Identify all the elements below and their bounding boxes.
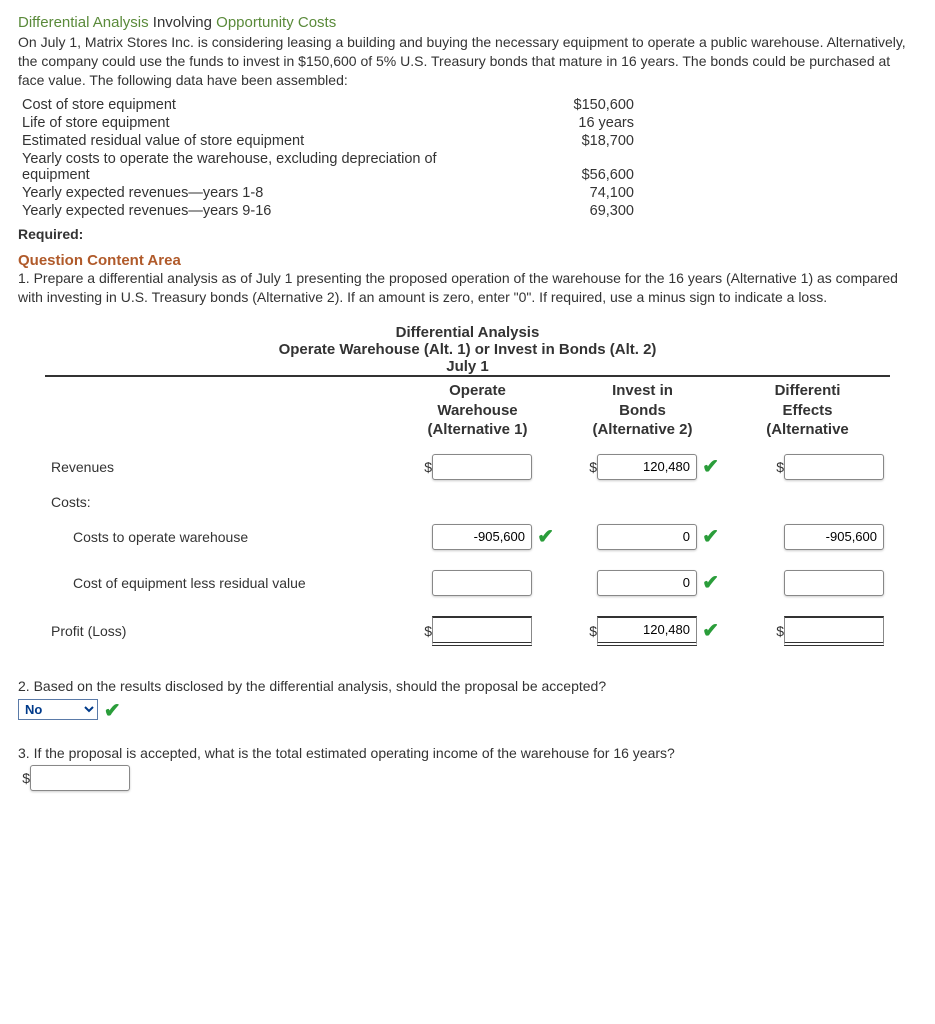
title-part2: Involving	[149, 14, 217, 31]
equipcost-diff-input[interactable]	[784, 570, 884, 596]
revenues-diff-input[interactable]	[784, 454, 884, 480]
data-label: Life of store equipment	[18, 114, 488, 132]
data-value: 74,100	[488, 184, 638, 202]
data-label: Yearly expected revenues—years 9-16	[18, 202, 488, 220]
check-icon: ✔	[699, 570, 719, 595]
col2-header-l3: (Alternative 2)	[592, 421, 692, 438]
data-value: $56,600	[488, 150, 638, 184]
data-value: $150,600	[488, 96, 638, 114]
question-2-text: 2. Based on the results disclosed by the…	[18, 678, 917, 694]
data-value: $18,700	[488, 132, 638, 150]
page-title: Differential Analysis Involving Opportun…	[18, 14, 917, 31]
col3-header-l2: Effects	[782, 402, 832, 419]
analysis-title-3: July 1	[18, 358, 917, 375]
col1-header-l1: Operate	[449, 382, 506, 399]
dollar-sign: $	[420, 623, 432, 639]
q3-answer-input[interactable]	[30, 765, 130, 791]
dollar-sign: $	[420, 459, 432, 475]
check-icon: ✔	[699, 524, 719, 549]
revenues-alt2-input[interactable]	[597, 454, 697, 480]
question-1-text: 1. Prepare a differential analysis as of…	[18, 269, 917, 307]
data-label: Yearly costs to operate the warehouse, e…	[18, 150, 488, 184]
col2-header-l1: Invest in	[612, 382, 673, 399]
question-3-text: 3. If the proposal is accepted, what is …	[18, 745, 917, 761]
dollar-sign: $	[772, 459, 784, 475]
check-icon: ✔	[534, 524, 554, 549]
q2-answer-select[interactable]: No	[18, 699, 98, 720]
check-icon: ✔	[104, 698, 124, 723]
opcosts-alt1-input[interactable]	[432, 524, 532, 550]
check-icon: ✔	[699, 454, 719, 479]
equipcost-alt2-input[interactable]	[597, 570, 697, 596]
data-label: Estimated residual value of store equipm…	[18, 132, 488, 150]
row-revenues-label: Revenues	[45, 444, 395, 490]
equipcost-alt1-input[interactable]	[432, 570, 532, 596]
opcosts-diff-input[interactable]	[784, 524, 884, 550]
col1-header-l2: Warehouse	[437, 402, 517, 419]
opcosts-alt2-input[interactable]	[597, 524, 697, 550]
dollar-sign: $	[585, 623, 597, 639]
required-label: Required:	[18, 226, 917, 242]
analysis-title-2: Operate Warehouse (Alt. 1) or Invest in …	[18, 341, 917, 358]
differential-analysis-table: Operate Warehouse (Alternative 1) Invest…	[45, 375, 890, 656]
profit-alt1-input[interactable]	[432, 616, 532, 646]
intro-paragraph: On July 1, Matrix Stores Inc. is conside…	[18, 33, 917, 90]
col2-header-l2: Bonds	[619, 402, 666, 419]
data-value: 69,300	[488, 202, 638, 220]
data-label: Yearly expected revenues—years 1-8	[18, 184, 488, 202]
given-data-table: Cost of store equipment$150,600 Life of …	[18, 96, 638, 220]
data-value: 16 years	[488, 114, 638, 132]
title-part3: Opportunity Costs	[216, 14, 336, 31]
question-content-header: Question Content Area	[18, 252, 917, 269]
dollar-sign: $	[585, 459, 597, 475]
revenues-alt1-input[interactable]	[432, 454, 532, 480]
col1-header-l3: (Alternative 1)	[427, 421, 527, 438]
col3-header-l1: Differenti	[775, 382, 841, 399]
title-part1: Differential Analysis	[18, 14, 149, 31]
analysis-title-1: Differential Analysis	[18, 324, 917, 341]
data-label: Cost of store equipment	[18, 96, 488, 114]
profit-diff-input[interactable]	[784, 616, 884, 646]
row-profit-label: Profit (Loss)	[45, 606, 395, 656]
check-icon: ✔	[699, 618, 719, 643]
profit-alt2-input[interactable]	[597, 616, 697, 646]
dollar-sign: $	[772, 623, 784, 639]
row-costs-label: Costs:	[45, 490, 395, 514]
row-opcosts-label: Costs to operate warehouse	[45, 514, 395, 560]
col3-header-l3: (Alternative	[766, 421, 849, 438]
row-equipcost-label: Cost of equipment less residual value	[45, 560, 395, 606]
dollar-sign: $	[18, 770, 30, 786]
